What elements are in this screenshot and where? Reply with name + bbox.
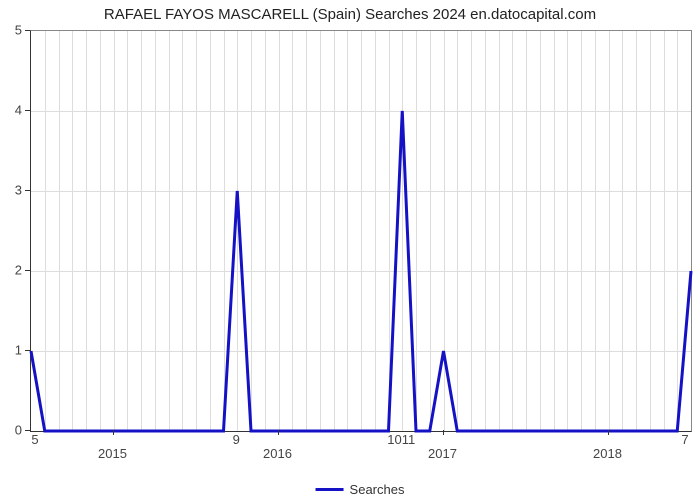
y-tick bbox=[25, 270, 30, 271]
y-axis-label: 3 bbox=[0, 183, 22, 198]
y-tick bbox=[25, 30, 30, 31]
annotation-label: 9 bbox=[233, 432, 240, 447]
x-axis-label: 2018 bbox=[593, 446, 622, 461]
annotation-label: 7 bbox=[681, 432, 688, 447]
annotation-label: 5 bbox=[31, 432, 38, 447]
legend-label: Searches bbox=[350, 482, 405, 497]
chart-container: RAFAEL FAYOS MASCARELL (Spain) Searches … bbox=[0, 0, 700, 500]
x-tick bbox=[443, 430, 444, 435]
y-axis-label: 1 bbox=[0, 343, 22, 358]
y-axis-label: 2 bbox=[0, 263, 22, 278]
x-axis-label: 2017 bbox=[428, 446, 457, 461]
legend-swatch bbox=[316, 488, 344, 491]
y-axis-label: 4 bbox=[0, 103, 22, 118]
x-axis-label: 2015 bbox=[98, 446, 127, 461]
x-tick bbox=[608, 430, 609, 435]
legend: Searches bbox=[316, 482, 405, 497]
x-tick bbox=[278, 430, 279, 435]
annotation-label: 1011 bbox=[387, 432, 415, 447]
line-series bbox=[31, 31, 691, 431]
x-tick bbox=[113, 430, 114, 435]
y-tick bbox=[25, 430, 30, 431]
y-tick bbox=[25, 110, 30, 111]
x-axis-label: 2016 bbox=[263, 446, 292, 461]
y-tick bbox=[25, 190, 30, 191]
y-axis-label: 5 bbox=[0, 23, 22, 38]
chart-title: RAFAEL FAYOS MASCARELL (Spain) Searches … bbox=[0, 6, 700, 23]
y-tick bbox=[25, 350, 30, 351]
plot-area bbox=[30, 30, 692, 432]
y-axis-label: 0 bbox=[0, 423, 22, 438]
